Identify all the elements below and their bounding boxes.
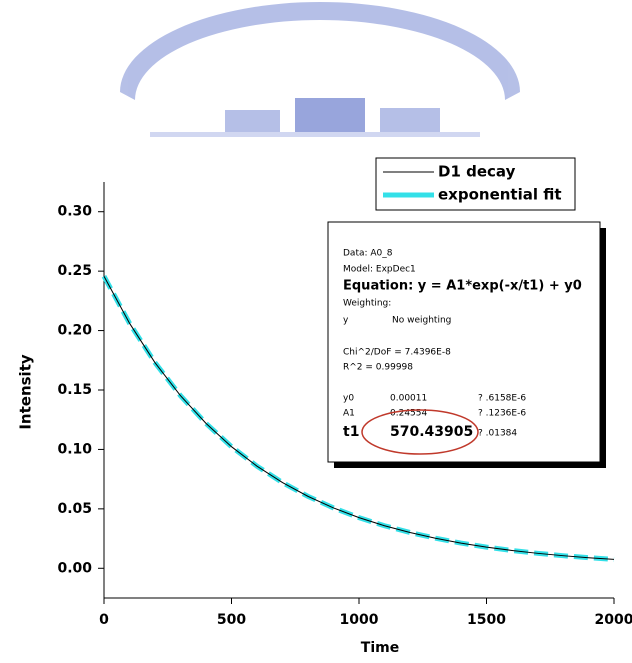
y-tick-label: 0.00	[57, 560, 92, 576]
logo-watermark	[120, 2, 520, 137]
param-error: ? .1236E-6	[478, 409, 526, 419]
report-equation: Equation: y = A1*exp(-x/t1) + y0	[343, 279, 582, 294]
logo-base	[150, 132, 480, 137]
param-value: 0.24554	[390, 409, 427, 419]
legend-box	[375, 157, 576, 211]
y-tick-label: 0.05	[57, 501, 92, 517]
report-line: Data: A0_8	[343, 249, 393, 259]
report-line: y	[343, 316, 349, 326]
report-line: Model: ExpDec1	[343, 265, 416, 275]
x-axis-label: Time	[361, 640, 399, 656]
x-tick-label: 0	[99, 612, 109, 628]
logo-building	[380, 108, 440, 135]
param-error: ? .01384	[478, 429, 517, 439]
report-line: No weighting	[392, 316, 451, 326]
param-name: A1	[343, 409, 355, 419]
y-axis-label: Intensity	[17, 354, 35, 430]
fit-report: Data: A0_8 Model: ExpDec1 Equation: y = …	[327, 221, 606, 468]
logo-building	[295, 98, 365, 135]
x-tick-label: 500	[217, 612, 246, 628]
report-box	[327, 221, 601, 463]
y-tick-label: 0.10	[57, 441, 92, 457]
series-line	[103, 276, 615, 560]
param-name: t1	[343, 424, 359, 440]
param-name: y0	[343, 394, 354, 404]
y-tick-label: 0.30	[57, 204, 92, 220]
legend: D1 decay exponential fit	[375, 157, 576, 211]
y-tick-label: 0.25	[57, 263, 92, 279]
logo-arc	[120, 2, 520, 100]
param-value: 0.00011	[390, 394, 427, 404]
logo-building	[225, 110, 280, 135]
legend-label: D1 decay	[438, 163, 516, 181]
y-tick-label: 0.15	[57, 382, 92, 398]
report-line: R^2 = 0.99998	[343, 363, 413, 373]
report-line: Chi^2/DoF = 7.4396E-8	[343, 348, 451, 358]
x-tick-label: 1000	[340, 612, 379, 628]
y-tick-label: 0.20	[57, 323, 92, 339]
highlight-ellipse	[361, 409, 479, 455]
param-value: 570.43905	[390, 424, 473, 440]
report-line: Weighting:	[343, 299, 391, 309]
x-tick-label: 1500	[467, 612, 506, 628]
param-error: ? .6158E-6	[478, 394, 526, 404]
legend-label: exponential fit	[438, 186, 562, 204]
x-tick-label: 2000	[595, 612, 632, 628]
